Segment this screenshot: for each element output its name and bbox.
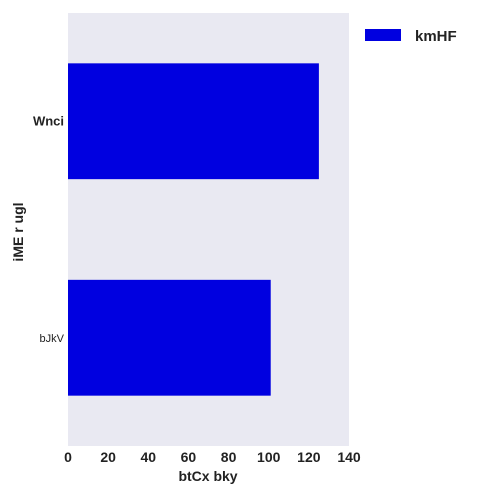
x-tick-label-40: 40: [140, 449, 156, 465]
legend: kmHF: [365, 28, 457, 45]
bars-group: [68, 63, 319, 396]
category-labels: Wnci bJkV: [33, 113, 65, 345]
legend-label: kmHF: [415, 28, 457, 45]
x-tick-label-0: 0: [64, 449, 72, 465]
x-tick-label-100: 100: [257, 449, 281, 465]
x-tick-label-20: 20: [100, 449, 116, 465]
x-tick-label-120: 120: [297, 449, 321, 465]
x-tick-label-140: 140: [337, 449, 361, 465]
bar-Wnci: [68, 63, 319, 180]
y-axis-title: iME r ugl: [10, 202, 26, 261]
bar-bJkV: [68, 279, 271, 396]
category-label-Wnci: Wnci: [33, 113, 64, 128]
x-tick-label-80: 80: [221, 449, 237, 465]
x-tick-labels: 0 20 40 60 80 100 120 140: [64, 449, 361, 465]
x-tick-label-60: 60: [181, 449, 197, 465]
category-label-bJkV: bJkV: [40, 333, 65, 345]
legend-swatch: [365, 29, 401, 41]
x-axis-title: btCx bky: [178, 468, 237, 484]
